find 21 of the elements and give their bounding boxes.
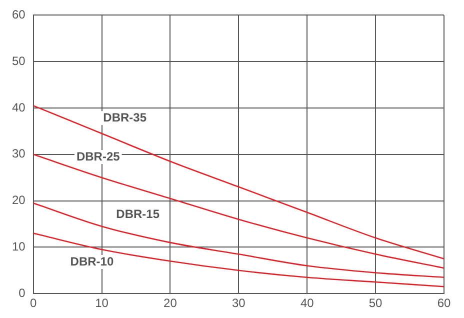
- y-tick-label: 20: [12, 193, 26, 208]
- x-tick-label: 50: [368, 296, 383, 310]
- y-tick-label: 10: [12, 240, 26, 254]
- series-label: DBR-35: [103, 110, 147, 124]
- y-tick-label: 60: [12, 8, 26, 22]
- y-tick-label: 40: [12, 100, 26, 114]
- line-series: [33, 202, 444, 278]
- x-tick-label: 60: [437, 296, 451, 310]
- y-tick-label: 0: [18, 286, 26, 300]
- line-series: [33, 154, 444, 269]
- x-tick-label: 20: [164, 296, 178, 310]
- x-tick-label: 30: [232, 296, 246, 310]
- x-tick-label: 40: [300, 296, 314, 310]
- line-series: [33, 232, 444, 288]
- y-tick-label: 50: [12, 54, 26, 68]
- x-tick-label: 0: [30, 296, 38, 310]
- series-label: DBR-10: [70, 254, 114, 268]
- series-label: DBR-15: [116, 207, 160, 222]
- series-label: DBR-25: [76, 149, 120, 164]
- x-tick-label: 10: [95, 296, 109, 310]
- y-tick-label: 30: [12, 146, 26, 161]
